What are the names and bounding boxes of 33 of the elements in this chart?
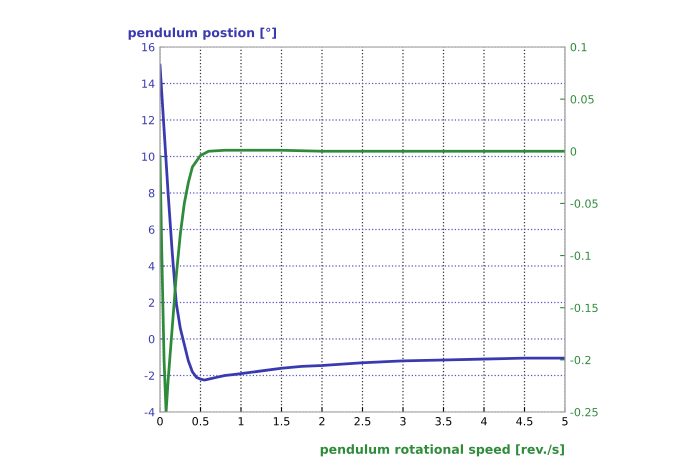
y-tick-label: 10 (142, 152, 154, 161)
y2-tick-label: 0 (570, 147, 576, 156)
y2-tick-label: -0.05 (570, 199, 598, 208)
x-tick-label: 2 (319, 417, 324, 426)
line-series (160, 64, 565, 382)
x-tick-label: 4 (481, 417, 487, 426)
x-tick-label: 3 (400, 417, 406, 426)
y2-tick-label: -0.15 (570, 304, 598, 312)
x-tick-label: 0.5 (192, 417, 208, 426)
y-tick-label: 14 (142, 80, 155, 88)
y2-tick-label: 0.1 (570, 42, 587, 52)
x-tick-label: 5 (562, 417, 568, 426)
x-tick-label: 1 (238, 417, 244, 426)
y-tick-label: 6 (148, 225, 154, 234)
x-tick-label: 1.5 (274, 417, 290, 426)
y-tick-label: -4 (144, 408, 155, 416)
y-tick-label: 2 (148, 298, 154, 307)
y2-tick-label: -0.25 (570, 408, 598, 416)
y-tick-label: 12 (142, 116, 154, 124)
y-tick-label: 16 (142, 42, 154, 52)
x-tick-label: 4.5 (516, 417, 532, 426)
x-tick-label: 0 (157, 417, 163, 426)
x-tick-label: 2.5 (354, 417, 370, 426)
y-tick-label: 4 (148, 262, 155, 270)
y-tick-label: -2 (144, 371, 154, 380)
x-axis-title: pendulum rotational speed [rev./s] (320, 444, 564, 456)
y-axis-title: pendulum postion [°] (128, 28, 276, 40)
y-tick-label: 0 (148, 334, 154, 344)
x-tick-label: 3.5 (436, 417, 452, 426)
y2-tick-label: 0.05 (570, 95, 594, 104)
y-tick-label: 8 (148, 188, 154, 198)
y2-tick-label: -0.2 (570, 356, 590, 364)
y2-tick-label: -0.1 (570, 252, 591, 260)
